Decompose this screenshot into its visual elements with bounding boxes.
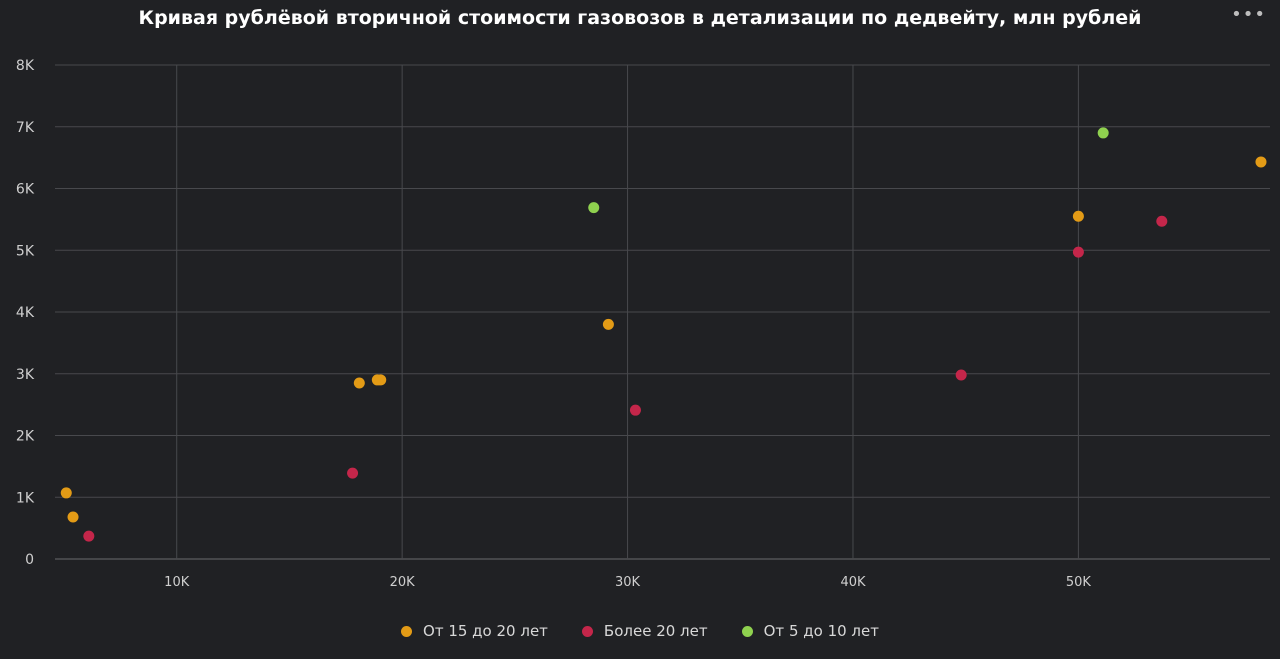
legend-marker (581, 625, 593, 637)
y-tick-label: 8K (16, 58, 35, 74)
legend-label: От 5 до 10 лет (763, 622, 879, 640)
more-horizontal-icon[interactable]: ••• (1231, 4, 1266, 25)
scatter-point[interactable] (83, 530, 95, 542)
scatter-point[interactable] (588, 202, 600, 214)
x-axis-ticks: 10K 20K 30K 40K 50K (164, 575, 1091, 590)
y-tick-label: 1K (16, 490, 35, 506)
chart-title: Кривая рублёвой вторичной стоимости газо… (138, 7, 1142, 29)
scatter-point[interactable] (1072, 246, 1084, 258)
x-tick-label: 10K (164, 575, 190, 590)
legend-marker (401, 625, 413, 637)
scatter-point[interactable] (347, 467, 359, 479)
legend-label: От 15 до 20 лет (423, 622, 548, 640)
legend-marker (741, 625, 753, 637)
scatter-point[interactable] (67, 511, 79, 523)
scatter-point[interactable] (1072, 210, 1084, 222)
y-tick-label: 4K (16, 305, 35, 321)
scatter-point[interactable] (629, 404, 641, 416)
legend-label: Более 20 лет (603, 622, 708, 640)
data-points (60, 127, 1267, 542)
x-tick-label: 40K (840, 575, 866, 590)
x-tick-label: 30K (615, 575, 641, 590)
scatter-point[interactable] (1255, 156, 1267, 168)
scatter-point[interactable] (1097, 127, 1109, 139)
y-axis-ticks: 0 1K 2K 3K 4K 5K 6K 7K 8K (16, 58, 35, 568)
scatter-chart: 0 1K 2K 3K 4K 5K 6K 7K 8K 10K 20K 30K 40K 50K (16, 58, 1270, 590)
chart-legend: От 15 до 20 лет Более 20 лет От 5 до 10 ле… (0, 622, 1280, 640)
scatter-point[interactable] (353, 377, 365, 389)
y-tick-label: 6K (16, 182, 35, 198)
scatter-point[interactable] (602, 318, 614, 330)
scatter-point[interactable] (955, 369, 967, 381)
scatter-point[interactable] (60, 487, 72, 499)
legend-item[interactable]: Более 20 лет (581, 622, 708, 640)
y-tick-label: 0 (25, 552, 34, 568)
y-tick-label: 3K (16, 367, 35, 383)
chart-grid (55, 64, 1270, 560)
y-tick-label: 2K (16, 429, 35, 445)
y-tick-label: 5K (16, 243, 35, 259)
x-tick-label: 20K (390, 575, 416, 590)
legend-item[interactable]: От 15 до 20 лет (401, 622, 548, 640)
scatter-point[interactable] (1156, 215, 1168, 227)
scatter-point[interactable] (375, 374, 387, 386)
legend-item[interactable]: От 5 до 10 лет (741, 622, 879, 640)
y-tick-label: 7K (16, 120, 35, 136)
x-tick-label: 50K (1066, 575, 1092, 590)
